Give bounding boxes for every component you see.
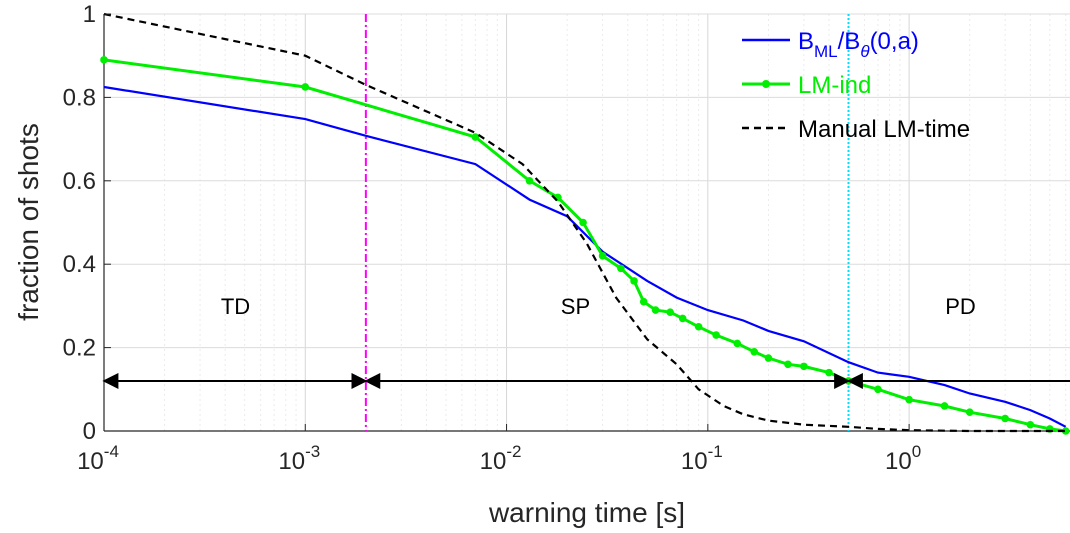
series-point-1	[733, 339, 742, 348]
series-line-1	[103, 58, 1066, 433]
series-point-1	[651, 306, 660, 314]
series-point-1	[666, 308, 674, 316]
series-point-1	[630, 277, 638, 285]
series-point-1	[825, 368, 833, 377]
legend-label-1: LM-ind	[798, 72, 871, 99]
series-point-1	[301, 83, 310, 91]
x-tick-label: 10-2	[480, 442, 522, 475]
series-point-1	[1026, 420, 1035, 429]
legend-label-2: Manual LM-time	[798, 116, 970, 143]
series-point-1	[694, 322, 703, 331]
series-point-1	[764, 354, 773, 362]
legend-label-0: BML/Bθ(0,a)	[798, 28, 919, 61]
series-point-1	[1061, 427, 1070, 435]
series-point-1	[639, 297, 648, 306]
region-label: SP	[561, 294, 590, 319]
x-axis-title: warning time [s]	[488, 497, 685, 528]
x-tick-label: 10-4	[77, 442, 119, 475]
grid	[103, 13, 1070, 432]
y-tick-label: 0.6	[63, 168, 96, 195]
series-point-1	[784, 360, 792, 369]
series-point-1	[617, 264, 625, 273]
y-axis-title: fraction of shots	[13, 123, 44, 321]
series-point-1	[712, 331, 720, 339]
legend: BML/Bθ(0,a) LM-ind Manual LM-time	[742, 28, 970, 143]
series-point-1	[750, 347, 759, 356]
series-point-1	[525, 177, 534, 185]
series-line-0	[103, 85, 1067, 428]
y-tick-label: 0.4	[63, 251, 96, 278]
series-point-1	[579, 218, 587, 227]
series-point-1	[100, 56, 108, 64]
region-label: TD	[221, 294, 250, 319]
series-point-1	[471, 133, 480, 141]
y-tick-label: 0.2	[63, 335, 96, 362]
y-tick-label: 0	[83, 418, 96, 445]
region-label: PD	[945, 294, 976, 319]
series-point-1	[965, 408, 974, 417]
y-tick-label: 1	[83, 1, 96, 28]
series-point-1	[940, 402, 949, 410]
series-point-1	[678, 314, 687, 323]
y-tick-label: 0.8	[63, 84, 96, 111]
series-point-1	[800, 362, 808, 371]
x-tick-label: 10-3	[278, 442, 320, 475]
series-point-1	[905, 395, 913, 404]
legend-marker-1	[762, 80, 770, 88]
series-point-1	[598, 252, 607, 260]
x-tick-label: 100	[885, 442, 921, 475]
series-point-1	[874, 385, 882, 394]
series-point-1	[1001, 414, 1009, 423]
x-tick-label: 10-1	[681, 442, 723, 475]
